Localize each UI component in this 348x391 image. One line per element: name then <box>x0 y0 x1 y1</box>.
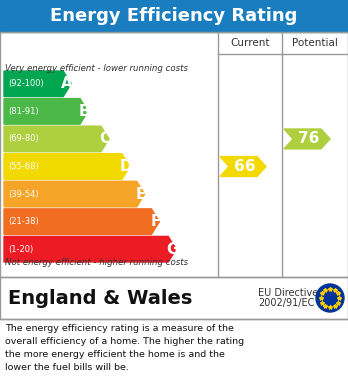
Text: B: B <box>78 104 90 119</box>
Text: overall efficiency of a home. The higher the rating: overall efficiency of a home. The higher… <box>5 337 244 346</box>
Text: (21-38): (21-38) <box>8 217 39 226</box>
Polygon shape <box>284 129 330 149</box>
Text: EU Directive: EU Directive <box>258 288 318 298</box>
Polygon shape <box>4 181 145 207</box>
Text: Potential: Potential <box>292 38 338 48</box>
Text: 2002/91/EC: 2002/91/EC <box>258 298 314 308</box>
Polygon shape <box>4 99 88 124</box>
Text: 76: 76 <box>298 131 320 146</box>
Text: (1-20): (1-20) <box>8 245 33 254</box>
Text: (55-68): (55-68) <box>8 162 39 171</box>
Text: F: F <box>150 214 160 229</box>
Bar <box>0 277 348 319</box>
Polygon shape <box>4 126 109 152</box>
Polygon shape <box>220 156 266 176</box>
Text: A: A <box>61 76 73 91</box>
Text: D: D <box>120 159 132 174</box>
Text: Not energy efficient - higher running costs: Not energy efficient - higher running co… <box>5 258 188 267</box>
Polygon shape <box>4 71 71 97</box>
Bar <box>0 0 348 32</box>
Text: E: E <box>135 187 146 202</box>
Text: 66: 66 <box>234 159 256 174</box>
Text: Current: Current <box>230 38 270 48</box>
Text: Energy Efficiency Rating: Energy Efficiency Rating <box>50 7 298 25</box>
Polygon shape <box>4 237 176 262</box>
Polygon shape <box>4 154 130 179</box>
Text: (39-54): (39-54) <box>8 190 39 199</box>
Circle shape <box>316 284 344 312</box>
Text: G: G <box>166 242 179 257</box>
Text: (92-100): (92-100) <box>8 79 44 88</box>
Text: (69-80): (69-80) <box>8 135 39 143</box>
Text: (81-91): (81-91) <box>8 107 39 116</box>
Text: Very energy efficient - lower running costs: Very energy efficient - lower running co… <box>5 64 188 73</box>
Polygon shape <box>4 209 159 235</box>
Text: C: C <box>100 131 111 146</box>
Text: the more energy efficient the home is and the: the more energy efficient the home is an… <box>5 350 225 359</box>
Text: lower the fuel bills will be.: lower the fuel bills will be. <box>5 363 129 372</box>
Text: The energy efficiency rating is a measure of the: The energy efficiency rating is a measur… <box>5 324 234 333</box>
Bar <box>0 32 348 277</box>
Text: England & Wales: England & Wales <box>8 289 192 307</box>
